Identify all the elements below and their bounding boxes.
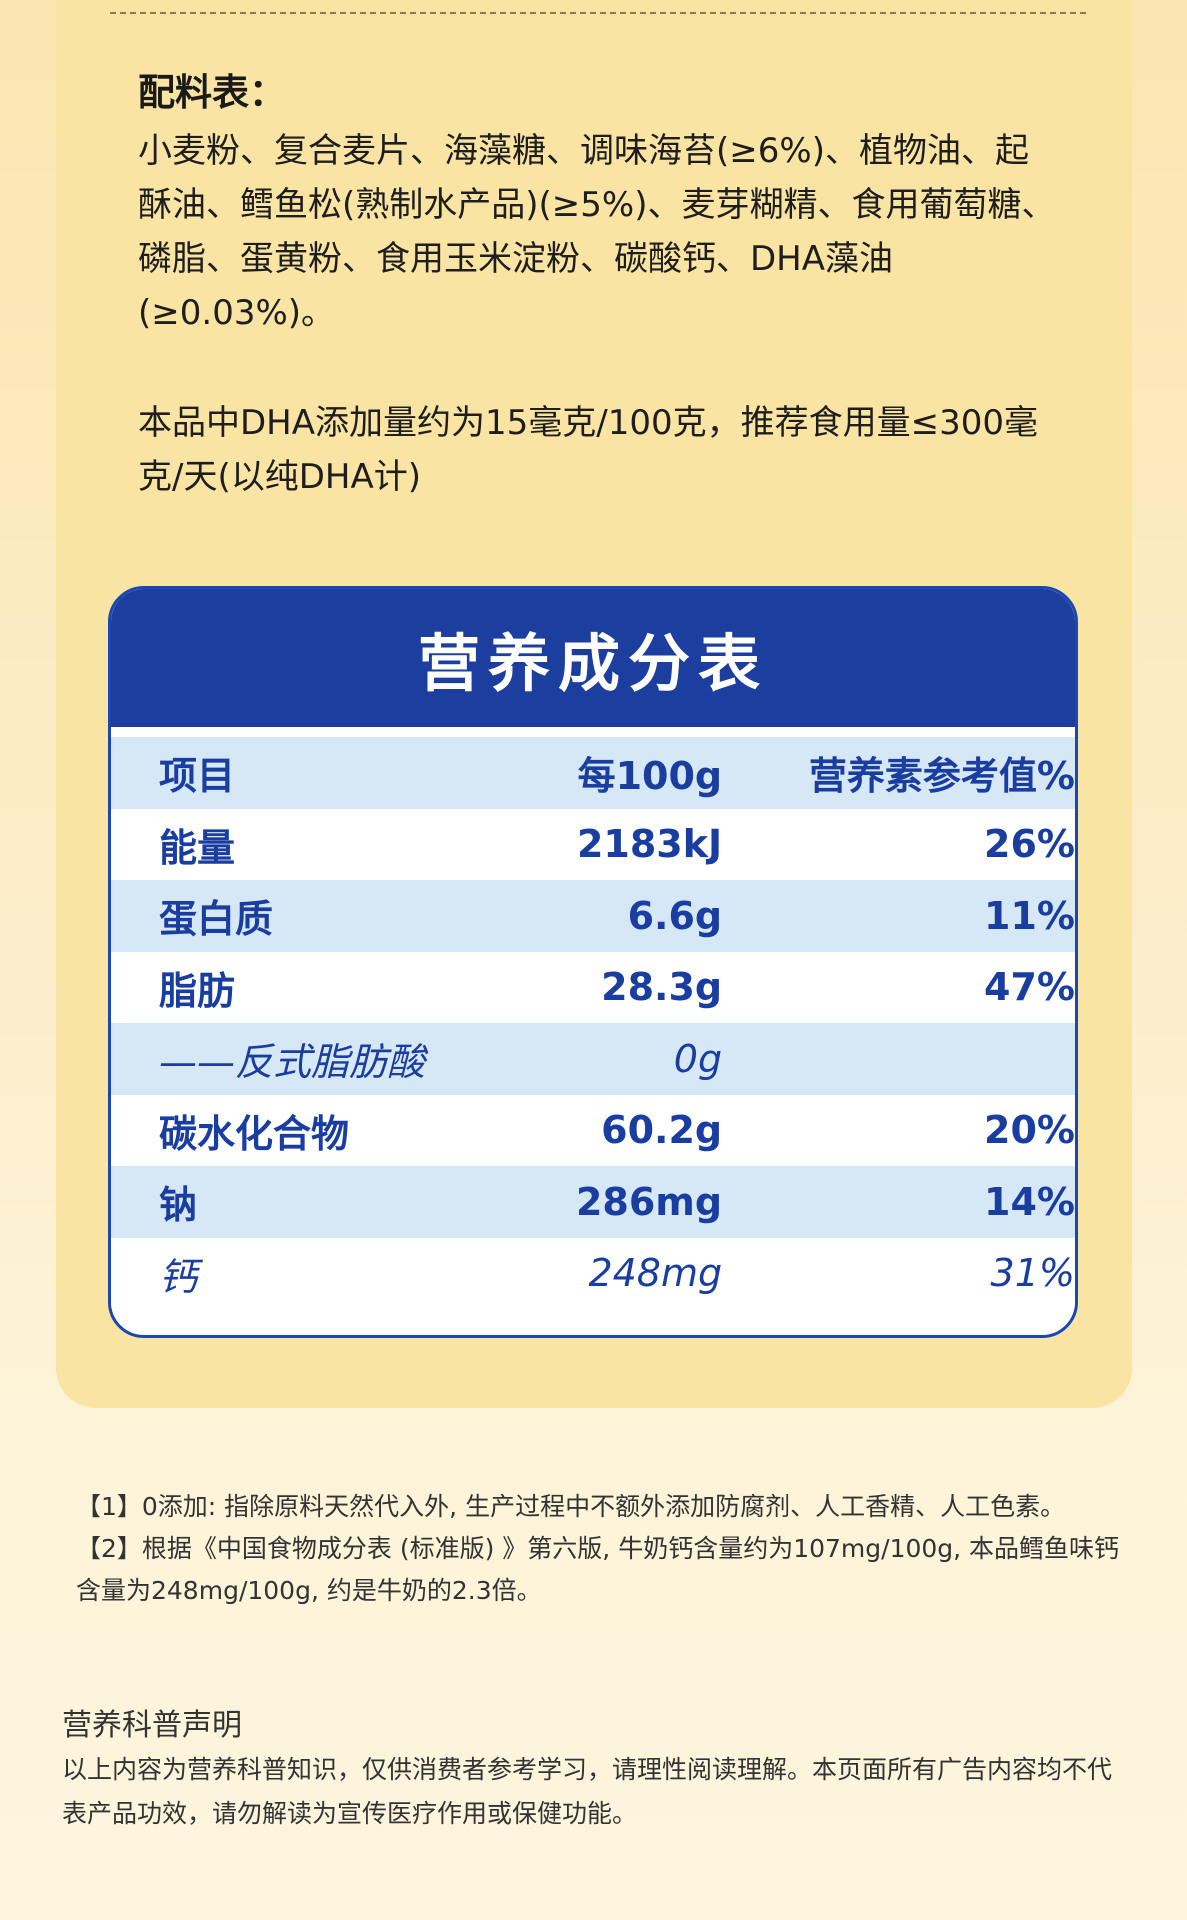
table-row: 钙 248mg 31% <box>111 1237 1075 1309</box>
row-item: ——反式脂肪酸 <box>159 1040 426 1085</box>
row-value: 60.2g <box>601 1108 723 1153</box>
row-nrv: 26% <box>984 822 1075 867</box>
row-value: 286mg <box>575 1179 723 1224</box>
table-header-row: 项目 每100g 营养素参考值% <box>111 737 1075 809</box>
row-value: 248mg <box>588 1251 723 1296</box>
nutrition-table-title: 营养成分表 <box>417 627 768 700</box>
row-item: 能量 <box>159 825 236 870</box>
footnotes: 【1】0添加: 指除原料天然代入外, 生产过程中不额外添加防腐剂、人工香精、人工… <box>62 1486 1132 1612</box>
table-row: 蛋白质 6.6g 11% <box>111 880 1075 952</box>
row-value: 0g <box>673 1036 723 1081</box>
ingredients-text: 小麦粉、复合麦片、海藻糖、调味海苔(≥6%)、植物油、起酥油、鳕鱼松(熟制水产品… <box>138 131 1056 333</box>
col-header-item: 项目 <box>159 754 236 799</box>
table-row: 脂肪 28.3g 47% <box>111 951 1075 1023</box>
row-item: 碳水化合物 <box>159 1111 350 1156</box>
footnote-2: 【2】根据《中国食物成分表 (标准版) 》第六版, 牛奶钙含量约为107mg/1… <box>76 1534 1120 1605</box>
row-nrv: 14% <box>984 1179 1075 1224</box>
col-header-per100g: 每100g <box>577 754 723 799</box>
row-value: 28.3g <box>601 965 723 1010</box>
row-nrv: 11% <box>984 893 1075 938</box>
table-row: 钠 286mg 14% <box>111 1166 1075 1238</box>
col-header-nrv: 营养素参考值% <box>808 754 1075 799</box>
ingredients-title: 配料表： <box>138 71 286 114</box>
row-nrv: 20% <box>984 1108 1075 1153</box>
declaration-title: 营养科普声明 <box>62 1708 242 1743</box>
table-row: ——反式脂肪酸 0g <box>111 1023 1075 1095</box>
row-item: 脂肪 <box>159 968 236 1013</box>
nutrition-table: 营养成分表 项目 每100g 营养素参考值% 能量 2183kJ 26% 蛋白质… <box>108 586 1078 1338</box>
row-value: 6.6g <box>627 893 723 938</box>
row-nrv: 31% <box>990 1251 1075 1296</box>
row-item: 钠 <box>159 1183 198 1228</box>
table-row: 碳水化合物 60.2g 20% <box>111 1094 1075 1166</box>
table-row: 能量 2183kJ 26% <box>111 808 1075 880</box>
declaration-text: 以上内容为营养科普知识，仅供消费者参考学习，请理性阅读理解。本页面所有广告内容均… <box>62 1755 1113 1828</box>
footnote-1: 【1】0添加: 指除原料天然代入外, 生产过程中不额外添加防腐剂、人工香精、人工… <box>76 1492 1066 1521</box>
row-nrv: 47% <box>984 965 1075 1010</box>
row-item: 钙 <box>159 1254 198 1299</box>
row-value: 2183kJ <box>576 822 723 867</box>
dashed-divider <box>110 12 1086 14</box>
nutrition-table-header-bar: 营养成分表 <box>111 589 1075 737</box>
dha-note: 本品中DHA添加量约为15毫克/100克，推荐食用量≤300毫克/天(以纯DHA… <box>138 403 1039 497</box>
row-item: 蛋白质 <box>159 897 274 942</box>
